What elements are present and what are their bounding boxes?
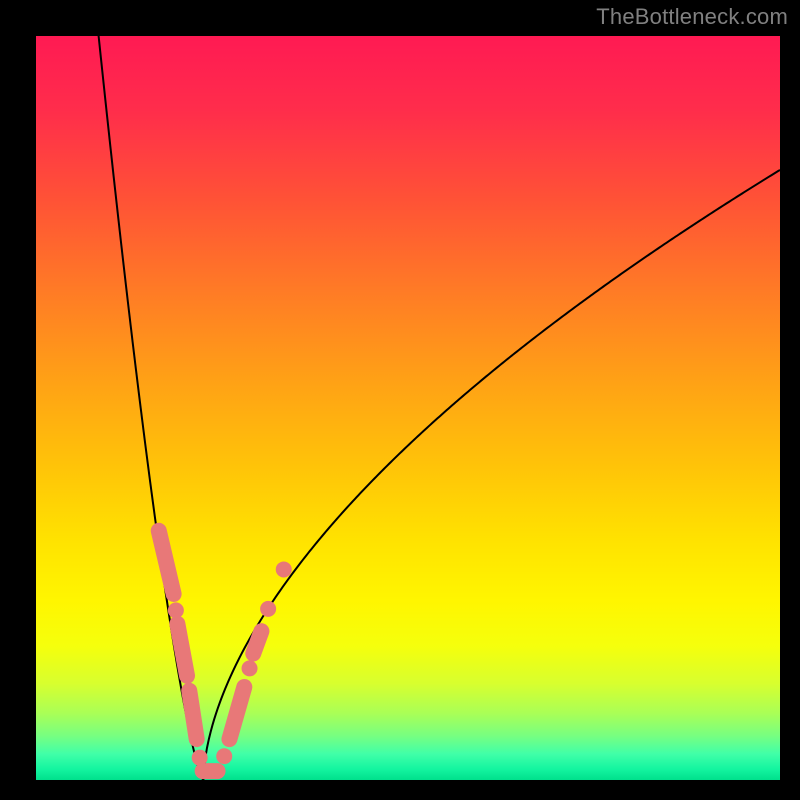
watermark-text: TheBottleneck.com <box>596 4 788 30</box>
data-marker-capsule <box>253 631 261 653</box>
data-marker-dot <box>276 561 292 577</box>
bottleneck-chart <box>0 0 800 800</box>
plot-background <box>36 36 780 780</box>
data-marker-capsule <box>189 691 196 739</box>
data-marker-dot <box>216 748 232 764</box>
data-marker-capsule <box>177 624 187 676</box>
data-marker-dot <box>260 601 276 617</box>
data-marker-dot <box>242 660 258 676</box>
